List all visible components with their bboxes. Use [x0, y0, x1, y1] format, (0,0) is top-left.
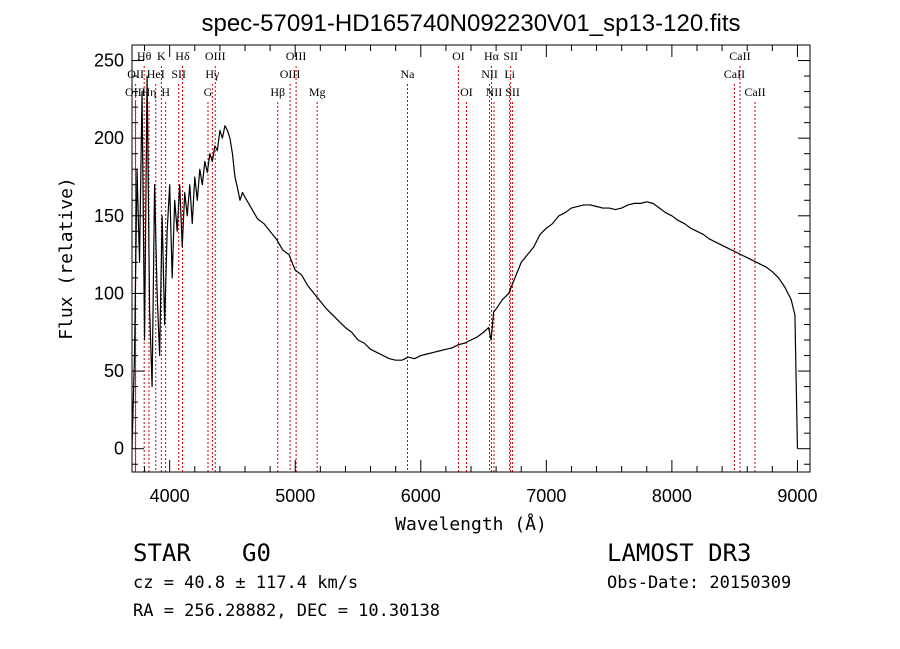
marker-label-li: Li [504, 67, 515, 81]
y-tick-label: 150 [94, 206, 124, 226]
marker-label-oii: OII [127, 67, 144, 81]
x-tick-label: 8000 [652, 486, 692, 506]
marker-label-hδ: Hδ [175, 49, 190, 63]
marker-label-oi: OI [460, 85, 473, 99]
spectrum-plot [131, 75, 799, 449]
y-tick-label: 50 [104, 361, 124, 381]
marker-label-g: G [204, 85, 213, 99]
survey-label: LAMOST DR3 [607, 539, 752, 567]
marker-label-hη: Hη [141, 85, 156, 99]
y-axis-label: Flux (relative) [56, 177, 77, 340]
plot-frame [131, 44, 811, 473]
y-tick-label: 100 [94, 283, 124, 303]
marker-label-na: Na [400, 67, 415, 81]
object-type-label: STAR [133, 539, 191, 567]
x-tick-label: 9000 [777, 486, 817, 506]
spectrum-line [131, 75, 799, 449]
y-tick-label: 0 [114, 439, 124, 459]
coordinates-label: RA = 256.28882, DEC = 10.30138 [133, 601, 441, 621]
spectral-line-markers [134, 66, 756, 472]
marker-label-oiii: OIII [280, 67, 301, 81]
axes [131, 44, 811, 473]
marker-label-oiii: OIII [125, 85, 146, 99]
subclass-label: G0 [242, 539, 271, 567]
marker-label-sii: SII [171, 67, 186, 81]
chart-labels: 4000 5000 6000 7000 8000 9000 0 50 100 150 200 250 s… [56, 10, 817, 535]
marker-label-sii: SII [503, 49, 518, 63]
x-tick-label: 4000 [150, 486, 190, 506]
x-axis-label: Wavelength (Å) [395, 513, 547, 535]
marker-label-caii: CaII [729, 49, 750, 63]
marker-label-hθ: Hθ [137, 49, 152, 63]
marker-label-caii: CaII [744, 85, 765, 99]
x-tick-label: 7000 [526, 486, 566, 506]
marker-label-hei: HeI [147, 67, 165, 81]
marker-label-caii: CaII [724, 67, 745, 81]
x-tick-label: 5000 [275, 486, 315, 506]
marker-label-oiii: OIII [286, 49, 307, 63]
marker-label-mg: Mg [309, 85, 326, 99]
marker-label-oi: OI [452, 49, 465, 63]
marker-label-sii: SII [505, 85, 520, 99]
x-tick-label: 6000 [401, 486, 441, 506]
marker-label-hα: Hα [484, 49, 500, 63]
marker-label-oiii: OIII [205, 49, 226, 63]
obs-date-label: Obs-Date: 20150309 [607, 573, 792, 593]
marker-label-nii: NII [486, 85, 503, 99]
chart-title: spec-57091-HD165740N092230V01_sp13-120.f… [201, 10, 740, 37]
y-tick-label: 250 [94, 51, 124, 71]
marker-label-nii: NII [481, 67, 498, 81]
marker-label-hγ: Hγ [205, 67, 220, 81]
marker-label-hβ: Hβ [270, 85, 285, 99]
redshift-label: cz = 40.8 ± 117.4 km/s [133, 573, 359, 593]
marker-label-h: H [161, 85, 170, 99]
marker-label-k: K [157, 49, 166, 63]
y-tick-label: 200 [94, 128, 124, 148]
